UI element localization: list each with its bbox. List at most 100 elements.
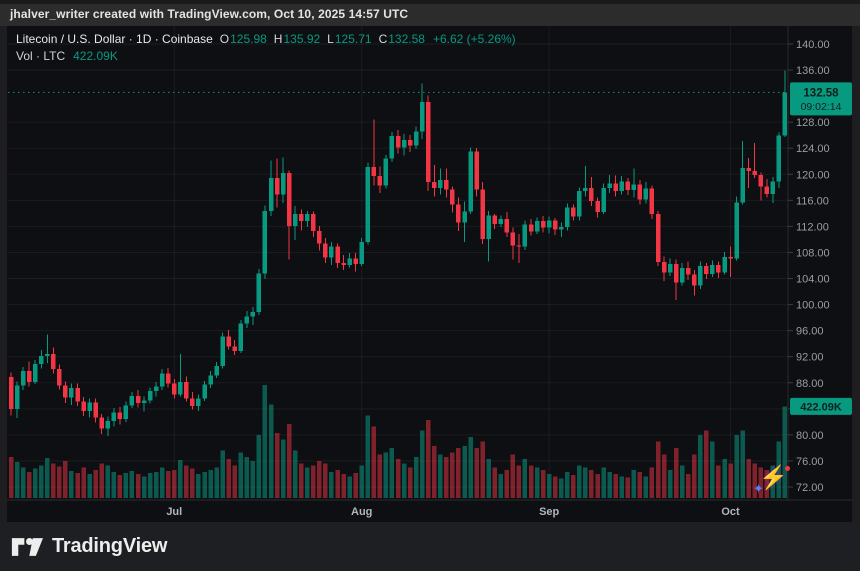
price-axis-label: 140.00: [796, 39, 830, 51]
volume-bar: [377, 454, 383, 498]
price-axis-label: 100.00: [796, 300, 830, 312]
volume-bar: [323, 463, 328, 498]
volume-bar: [607, 471, 612, 498]
candle: [601, 183, 606, 215]
volume-bar: [498, 474, 504, 498]
volume-bar: [274, 432, 280, 498]
candle: [341, 255, 346, 271]
candle: [190, 391, 195, 410]
volume-bar: [292, 450, 298, 498]
legend-open-value: 125.98: [230, 32, 267, 46]
volume-bar: [8, 456, 14, 498]
price-axis-label: 136.00: [796, 65, 830, 77]
candle: [540, 215, 546, 233]
candle: [734, 196, 739, 261]
candle: [93, 398, 98, 423]
candle: [39, 350, 44, 369]
candle: [32, 359, 38, 385]
lightning-watermark-icon[interactable]: ✦ ⚡: [752, 464, 792, 500]
volume-bar: [383, 452, 389, 498]
volume-bar: [710, 441, 715, 498]
volume-bar: [504, 469, 510, 498]
candle: [613, 175, 618, 197]
candle: [619, 176, 624, 195]
legend-row-volume: Vol · LTC 422.09K: [16, 48, 516, 65]
volume-bar: [413, 456, 419, 498]
candle: [438, 168, 443, 195]
volume-bar: [552, 476, 558, 498]
candle: [347, 253, 352, 268]
legend-open-label: O: [219, 32, 230, 46]
volume-bar: [353, 473, 358, 498]
volume-bar: [26, 471, 32, 498]
volume-bar: [256, 435, 262, 498]
volume-bar: [589, 469, 594, 498]
candle: [758, 172, 764, 201]
volume-bar: [75, 473, 80, 498]
tradingview-logo-icon[interactable]: [11, 536, 43, 558]
tradingview-brand-text[interactable]: TradingView: [52, 535, 168, 557]
volume-bar: [208, 469, 213, 498]
volume-bar: [226, 458, 231, 498]
legend-high-label: H: [273, 32, 283, 46]
volume-bar: [280, 439, 286, 498]
candle: [292, 206, 298, 241]
candle: [256, 268, 262, 316]
candle: [534, 217, 540, 235]
volume-bar: [619, 476, 624, 498]
volume-bar: [764, 469, 770, 498]
candle: [335, 243, 340, 269]
volume-bar: [613, 474, 618, 498]
volume-bar: [679, 465, 685, 498]
volume-bar: [528, 465, 534, 498]
volume-bar: [601, 467, 606, 498]
volume-bar: [432, 445, 437, 498]
candle: [685, 261, 691, 280]
candle: [57, 364, 62, 390]
volume-bar: [685, 474, 691, 498]
volume-bar: [268, 404, 274, 498]
volume-bar: [305, 467, 310, 498]
legend-row-symbol: Litecoin / U.S. Dollar · 1D · Coinbase O1…: [16, 31, 516, 48]
volume-bar: [317, 461, 322, 498]
candle: [299, 209, 304, 231]
volume-bar: [698, 435, 703, 498]
volume-bar: [716, 465, 721, 498]
volume-bar: [643, 476, 649, 498]
candle: [589, 176, 594, 207]
candle: [480, 182, 485, 245]
volume-bar: [135, 474, 141, 498]
volume-bar: [474, 448, 479, 498]
volume-bar: [39, 465, 44, 498]
candle: [643, 182, 649, 204]
volume-bar: [583, 467, 588, 498]
candle: [510, 227, 516, 260]
volume-bar: [93, 469, 98, 498]
legend-volume-label: Vol · LTC: [16, 49, 66, 63]
candle: [516, 234, 522, 263]
volume-bar: [365, 415, 371, 498]
candle: [752, 143, 757, 179]
legend-high-value: 135.92: [283, 32, 321, 46]
price-axis-label: 128.00: [796, 117, 830, 129]
volume-bar: [559, 478, 564, 498]
candle: [776, 132, 782, 188]
volume-bar: [438, 454, 443, 498]
volume-bar: [565, 471, 570, 498]
volume-bar: [232, 465, 237, 498]
volume-bar: [468, 437, 473, 498]
candle: [746, 158, 751, 188]
candle: [280, 157, 286, 203]
candle: [153, 382, 159, 397]
candle: [105, 416, 111, 437]
candlestick-chart[interactable]: 140.00 136.00 128.00 124.00 120.00 116.00 112.…: [0, 26, 860, 522]
volume-bar: [244, 456, 250, 498]
candle: [661, 256, 667, 282]
candle: [468, 147, 473, 215]
volume-bar: [311, 465, 316, 498]
candle: [559, 222, 564, 237]
candle: [444, 168, 449, 198]
volume-bar: [522, 458, 528, 498]
candle: [486, 210, 491, 262]
candle: [456, 197, 461, 231]
